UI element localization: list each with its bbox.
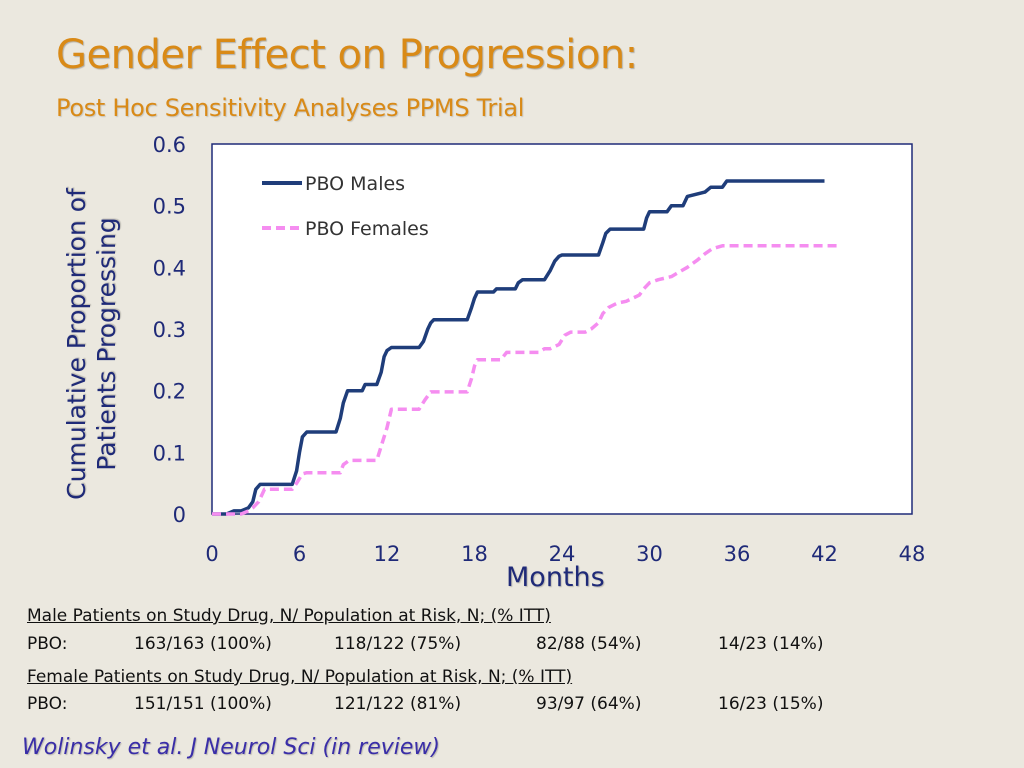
male-table-header: Male Patients on Study Drug, N/ Populati…: [27, 606, 551, 626]
female-row-label: PBO:: [27, 694, 68, 714]
female-table-header: Female Patients on Study Drug, N/ Popula…: [27, 667, 573, 687]
legend-label: PBO Males: [305, 173, 405, 195]
slide-subtitle: Post Hoc Sensitivity Analyses PPMS Trial: [56, 94, 525, 122]
y-tick-label: 0.2: [153, 380, 186, 404]
male-row-cell: 14/23 (14%): [718, 634, 824, 654]
y-tick-labels: 0 0.1 0.2 0.3 0.4 0.5 0.6: [153, 133, 186, 527]
x-tick-label: 24: [549, 542, 576, 566]
citation: Wolinsky et al. J Neurol Sci (in review): [22, 735, 440, 760]
series-lines: [212, 179, 840, 516]
x-tick-label: 30: [636, 542, 663, 566]
y-axis-label: Cumulative Proportion of Patients Progre…: [62, 188, 121, 500]
x-tick-label: 0: [205, 542, 218, 566]
y-tick-label: 0.6: [153, 133, 186, 157]
female-row-cell: 151/151 (100%): [134, 694, 272, 714]
progression-chart: 0 0.1 0.2 0.3 0.4 0.5 0.6 0 6 12 18 24 30 36 42 48 PBO…: [153, 133, 926, 566]
male-row-cell: 163/163 (100%): [134, 634, 272, 654]
female-row-cell: 16/23 (15%): [718, 694, 824, 714]
female-row-cell: 93/97 (64%): [536, 694, 642, 714]
x-axis-label: Months: [506, 562, 605, 593]
male-row-label: PBO:: [27, 634, 68, 654]
y-tick-label: 0.1: [153, 441, 186, 465]
x-tick-labels: 0 6 12 18 24 30 36 42 48: [205, 542, 925, 566]
legend-label: PBO Females: [305, 218, 429, 240]
x-tick-label: 48: [899, 542, 926, 566]
x-tick-label: 6: [293, 542, 306, 566]
x-tick-label: 36: [724, 542, 751, 566]
series-line-females: [212, 244, 840, 516]
male-row-cell: 118/122 (75%): [334, 634, 462, 654]
y-tick-label: 0.4: [153, 256, 186, 280]
y-tick-label: 0: [173, 503, 186, 527]
plot-area: [211, 143, 913, 515]
x-tick-label: 18: [461, 542, 488, 566]
y-tick-label: 0.3: [153, 318, 186, 342]
x-tick-label: 12: [374, 542, 401, 566]
female-row-cell: 121/122 (81%): [334, 694, 462, 714]
male-row-cell: 82/88 (54%): [536, 634, 642, 654]
y-tick-label: 0.5: [153, 195, 186, 219]
series-line-males: [212, 179, 825, 516]
x-tick-label: 42: [811, 542, 838, 566]
chart-legend: PBO Males PBO Females: [262, 173, 429, 240]
slide-title: Gender Effect on Progression:: [56, 32, 638, 78]
